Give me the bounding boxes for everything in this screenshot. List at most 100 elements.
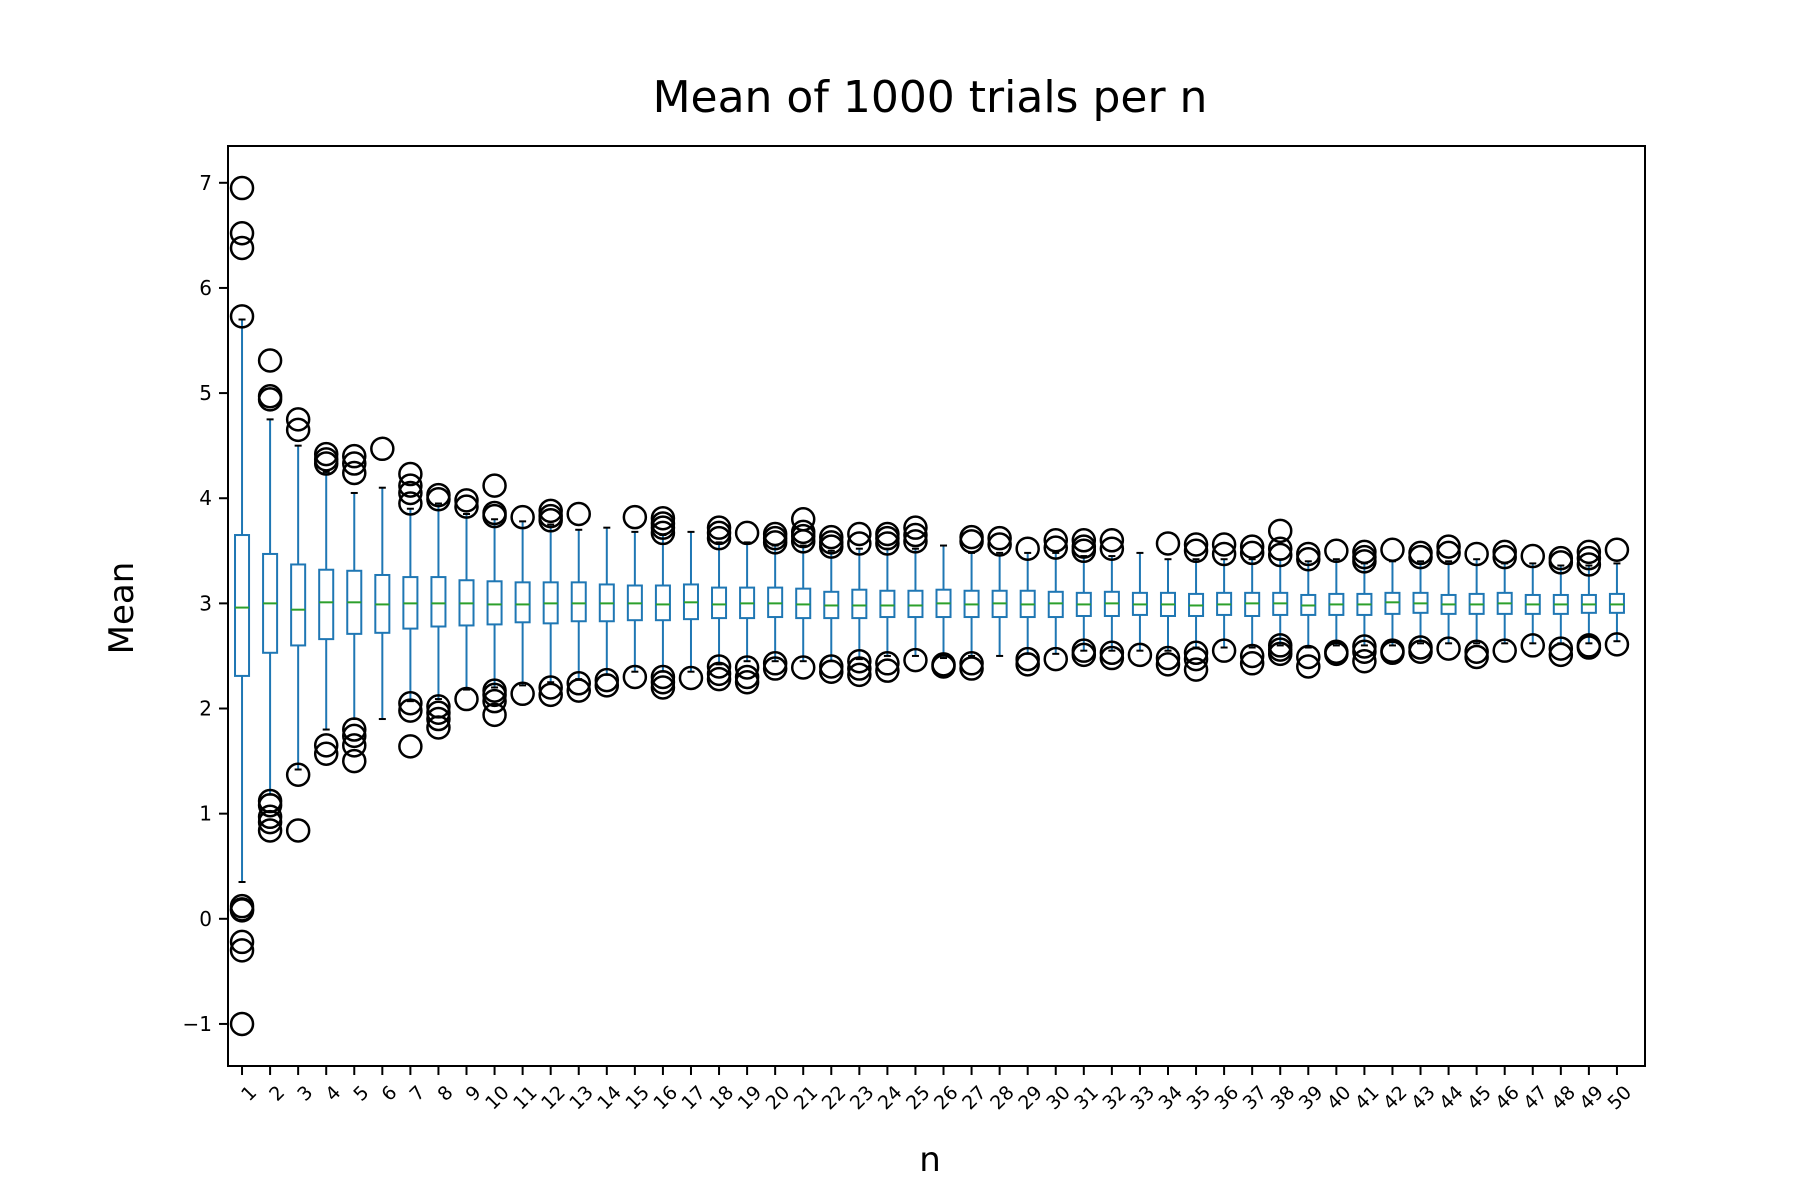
flier-point xyxy=(370,436,395,462)
flier-point xyxy=(426,715,451,740)
flier-point xyxy=(1267,542,1293,568)
box-group xyxy=(819,524,844,684)
flier-point xyxy=(1239,534,1265,559)
x-axis-ticks: 1 2 3 4 5 6 7 8 91011121314151617181920212223242… xyxy=(237,1066,1636,1114)
box-group xyxy=(1380,537,1405,666)
flier-point xyxy=(1267,536,1293,561)
flier-point xyxy=(903,647,928,673)
flier-point xyxy=(706,525,732,551)
flier-point xyxy=(1436,534,1461,559)
flier-point xyxy=(454,686,479,712)
flier-point xyxy=(706,520,732,546)
flier-point xyxy=(734,669,760,695)
box-group xyxy=(790,507,816,680)
flier-point xyxy=(847,531,872,556)
flier-point xyxy=(1239,651,1265,676)
flier-point xyxy=(229,221,255,246)
flier-point xyxy=(734,520,760,546)
flier-point xyxy=(257,348,283,373)
flier-point xyxy=(398,691,423,716)
box-group xyxy=(1520,543,1546,658)
box-group xyxy=(1604,537,1630,657)
flier-point xyxy=(762,530,788,555)
flier-point xyxy=(342,723,367,749)
flier-point xyxy=(313,733,339,758)
flier-point xyxy=(622,504,648,530)
y-tick-label: 2 xyxy=(199,697,212,721)
box-group xyxy=(229,175,255,1037)
flier-point xyxy=(847,662,872,688)
flier-point xyxy=(790,655,816,680)
box-group xyxy=(342,443,367,774)
flier-point xyxy=(342,748,367,774)
flier-point xyxy=(426,706,451,732)
box-group xyxy=(594,526,620,698)
flier-point xyxy=(903,515,928,540)
flier-point xyxy=(1211,541,1237,567)
flier-point xyxy=(1015,536,1040,561)
flier-point xyxy=(1127,642,1153,668)
flier-point xyxy=(510,504,535,530)
flier-point xyxy=(257,792,283,818)
flier-point xyxy=(1464,541,1489,567)
y-tick-label: 7 xyxy=(199,171,212,195)
flier-point xyxy=(1183,640,1209,666)
flier-point xyxy=(1211,532,1237,557)
flier-point xyxy=(1492,539,1517,565)
flier-point xyxy=(398,491,423,516)
flier-point xyxy=(1548,642,1574,668)
flier-point xyxy=(1324,641,1349,667)
box-group xyxy=(1352,539,1377,674)
flier-point xyxy=(1548,636,1574,661)
box-group xyxy=(650,505,676,700)
flier-point xyxy=(426,487,451,512)
flier-point xyxy=(1492,638,1517,663)
flier-point xyxy=(650,675,676,700)
flier-point xyxy=(342,717,367,742)
box-group xyxy=(426,482,451,740)
x-tick-label: 7 xyxy=(405,1082,429,1106)
flier-point xyxy=(1296,546,1321,572)
flier-point xyxy=(454,488,479,513)
flier-point xyxy=(538,675,563,700)
box-group xyxy=(1492,539,1517,663)
box-group xyxy=(1296,541,1321,679)
box-group xyxy=(1239,534,1265,676)
flier-point xyxy=(566,678,591,703)
flier-point xyxy=(342,733,367,758)
flier-point xyxy=(1043,528,1069,553)
flier-point xyxy=(1520,543,1546,569)
box-iqr xyxy=(486,580,503,626)
flier-point xyxy=(1267,518,1293,544)
box-group xyxy=(482,473,507,728)
flier-point xyxy=(342,451,367,476)
flier-point xyxy=(285,417,311,443)
flier-point xyxy=(622,664,648,690)
flier-point xyxy=(313,741,339,766)
x-tick-label: 4 xyxy=(321,1082,345,1106)
box-group xyxy=(398,461,423,759)
box-group xyxy=(706,515,732,692)
box-group xyxy=(257,348,283,843)
box-iqr xyxy=(430,576,447,628)
flier-point xyxy=(1548,550,1574,575)
box-group xyxy=(1267,518,1293,667)
flier-point xyxy=(1352,648,1377,674)
flier-point xyxy=(1155,531,1181,556)
flier-point xyxy=(1267,641,1293,667)
flier-point xyxy=(987,532,1012,557)
flier-point xyxy=(903,529,928,554)
flier-point xyxy=(1155,645,1181,671)
flier-point xyxy=(1239,643,1265,669)
flier-point xyxy=(1071,538,1097,564)
chart-title: Mean of 1000 trials per n xyxy=(652,72,1208,123)
flier-point xyxy=(1071,642,1097,668)
box-iqr xyxy=(767,586,784,619)
flier-point xyxy=(1408,544,1433,570)
box-iqr xyxy=(514,581,531,624)
flier-point xyxy=(342,460,367,486)
box-group xyxy=(987,525,1012,657)
flier-point xyxy=(482,688,507,714)
flier-point xyxy=(1520,633,1546,658)
flier-point xyxy=(342,443,367,469)
